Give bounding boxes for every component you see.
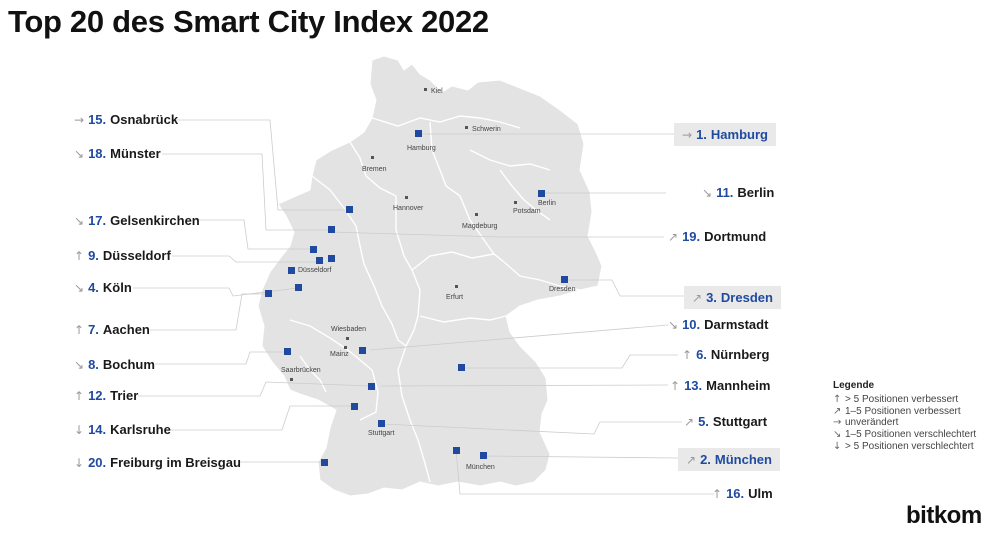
marker-gelsenkirchen — [310, 246, 317, 253]
legend-arrow-icon: ↗ — [833, 405, 842, 417]
marker-darmstadt — [359, 347, 366, 354]
marker-berlin — [538, 190, 545, 197]
marker-mannheim — [368, 383, 375, 390]
legend-arrow-icon: ↘ — [833, 429, 842, 441]
map-label-schwerin: Schwerin — [472, 126, 501, 133]
ranking-freiburg: ↓ 20. Freiburg im Breisgau — [74, 455, 241, 470]
ranking-karlsruhe: ↓ 14. Karlsruhe — [74, 422, 171, 437]
map-label-duesseldorf: Düsseldorf — [298, 267, 332, 274]
map-label-stuttgart: Stuttgart — [368, 430, 395, 437]
trend-arrow: ↑ — [74, 323, 85, 337]
legend-row: ↗ 1–5 Positionen verbessert — [833, 405, 961, 417]
marker-ulm — [453, 447, 460, 454]
trend-arrow: ↑ — [74, 389, 85, 403]
ranking-hamburg: → 1. Hamburg — [674, 123, 776, 146]
marker-koeln — [295, 284, 302, 291]
map-label-potsdam: Potsdam — [513, 208, 541, 215]
legend-row: ↑ > 5 Positionen verbessert — [833, 393, 959, 405]
ranking-stuttgart: ↗ 5. Stuttgart — [684, 414, 768, 429]
marker-aachen — [265, 290, 272, 297]
map-place-labels: Kiel Schwerin Hamburg Bremen Hannover Be… — [281, 88, 576, 471]
legend-arrow-icon: ↑ — [833, 393, 842, 405]
ranking-nuernberg: ↑ 6. Nürnberg — [682, 347, 770, 362]
ranking-duesseldorf: ↑ 9. Düsseldorf — [74, 248, 171, 263]
ranking-mannheim: ↑ 13. Mannheim — [670, 378, 771, 393]
map-label-dresden: Dresden — [549, 286, 576, 293]
map-label-hannover: Hannover — [393, 205, 424, 212]
legend-row: ↘ 1–5 Positionen verschlechtert — [833, 429, 977, 441]
map-label-saarbruecken: Saarbrücken — [281, 367, 321, 374]
marker-muenchen — [480, 452, 487, 459]
trend-arrow: ↓ — [74, 456, 85, 470]
map-label-magdeburg: Magdeburg — [462, 223, 498, 230]
map-label-berlin: Berlin — [538, 200, 556, 207]
trend-arrow: → — [682, 128, 693, 142]
marker-freiburg — [321, 459, 328, 466]
marker-bochum — [316, 257, 323, 264]
ranking-trier: ↑ 12. Trier — [74, 388, 139, 403]
marker-stuttgart — [378, 420, 385, 427]
trend-arrow: ↑ — [682, 348, 693, 362]
ranking-bochum: ↘ 8. Bochum — [74, 357, 155, 372]
state-borders — [289, 115, 581, 483]
reference-dots — [290, 88, 517, 381]
city-markers — [265, 130, 568, 466]
legend-arrow-icon: ↓ — [833, 440, 842, 452]
trend-arrow: ↘ — [668, 318, 679, 332]
map-label-hamburg: Hamburg — [407, 145, 436, 152]
marker-karlsruhe — [351, 403, 358, 410]
trend-arrow: ↓ — [74, 423, 85, 437]
trend-arrow: ↑ — [712, 487, 723, 501]
legend-row: → unverändert — [833, 417, 899, 429]
ranking-koeln: ↘ 4. Köln — [74, 280, 132, 295]
map-label-muenchen: München — [466, 464, 495, 471]
ranking-muenster: ↘ 18. Münster — [74, 146, 161, 161]
map-label-mainz: Mainz — [330, 351, 349, 358]
marker-dresden — [561, 276, 568, 283]
legend-arrow-icon: → — [833, 417, 842, 429]
ranking-berlin: ↘ 11. Berlin — [702, 185, 775, 200]
ranking-dortmund: ↗ 19. Dortmund — [668, 229, 767, 244]
trend-arrow: ↗ — [684, 415, 695, 429]
marker-duesseldorf — [288, 267, 295, 274]
marker-trier — [284, 348, 291, 355]
legend: Legende ↑ > 5 Positionen verbessert ↗ 1–5 … — [833, 380, 976, 453]
ranking-gelsenkirchen: ↘ 17. Gelsenkirchen — [74, 213, 200, 228]
marker-dortmund — [328, 255, 335, 262]
trend-arrow: ↘ — [74, 147, 85, 161]
ranking-darmstadt: ↘ 10. Darmstadt — [668, 317, 769, 332]
map-label-kiel: Kiel — [431, 88, 443, 95]
trend-arrow: ↗ — [686, 453, 697, 467]
map-label-erfurt: Erfurt — [446, 294, 463, 301]
ranking-muenchen: ↗ 2. München — [678, 448, 780, 471]
map-label-wiesbaden: Wiesbaden — [331, 326, 366, 333]
ranking-ulm: ↑ 16. Ulm — [712, 486, 773, 501]
trend-arrow: ↗ — [692, 291, 703, 305]
leader-lines — [133, 119, 714, 495]
trend-arrow: ↘ — [74, 358, 85, 372]
trend-arrow: ↘ — [74, 214, 85, 228]
trend-arrow: ↘ — [74, 281, 85, 295]
legend-row: ↓ > 5 Positionen verschlechtert — [833, 440, 974, 452]
marker-nuernberg — [458, 364, 465, 371]
trend-arrow: → — [74, 113, 85, 127]
ranking-dresden: ↗ 3. Dresden — [684, 286, 781, 309]
trend-arrow: ↘ — [702, 186, 713, 200]
marker-muenster — [328, 226, 335, 233]
marker-hamburg — [415, 130, 422, 137]
marker-osnabrueck — [346, 206, 353, 213]
trend-arrow: ↑ — [74, 249, 85, 263]
trend-arrow: ↑ — [670, 379, 681, 393]
ranking-aachen: ↑ 7. Aachen — [74, 322, 150, 337]
trend-arrow: ↗ — [668, 230, 679, 244]
map-label-bremen: Bremen — [362, 166, 387, 173]
legend-title: Legende — [833, 380, 875, 391]
bitkom-logo: bitkom — [906, 502, 982, 529]
ranking-osnabrueck: → 15. Osnabrück — [74, 112, 179, 127]
page-title: Top 20 des Smart City Index 2022 — [8, 4, 489, 39]
